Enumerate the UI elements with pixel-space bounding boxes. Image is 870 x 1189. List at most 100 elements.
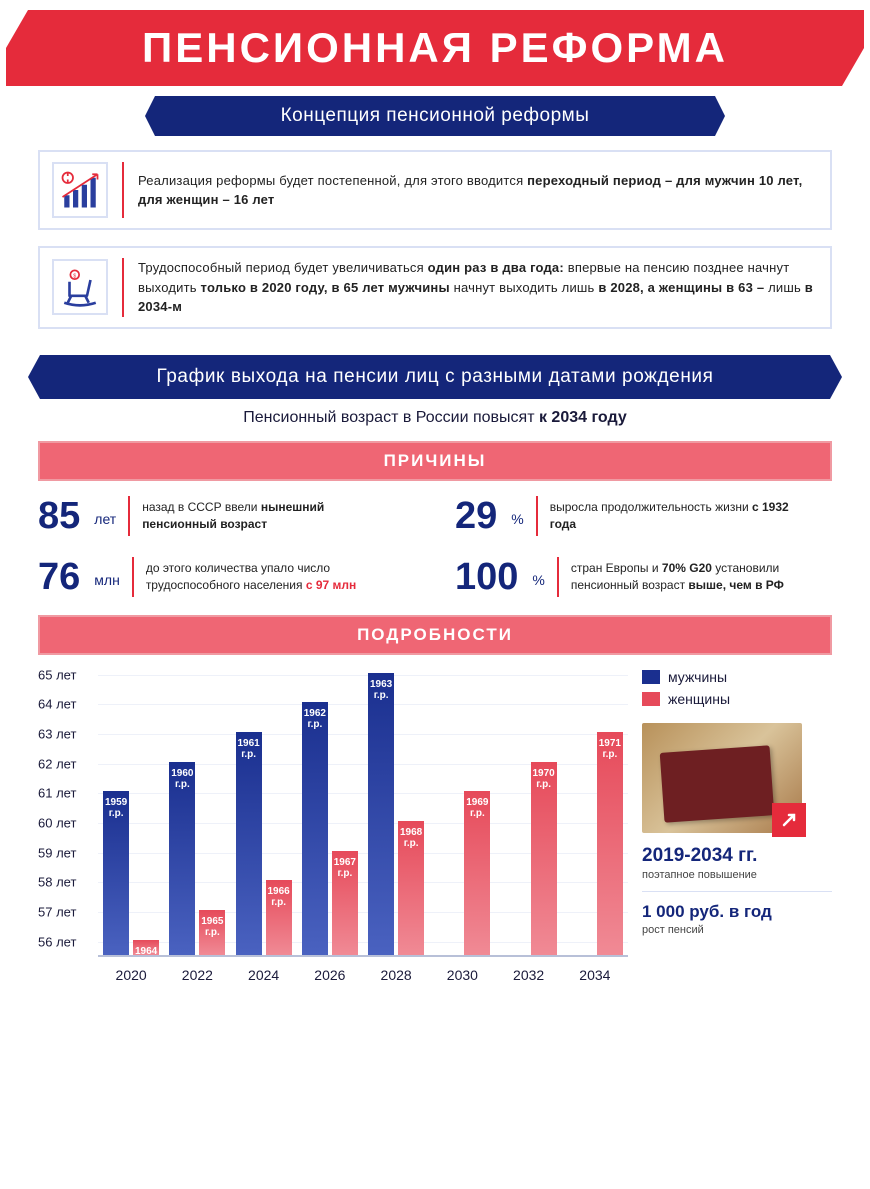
- y-axis-tick: 64 лет: [38, 697, 76, 712]
- sidebar-years: 2019-2034 гг.: [642, 845, 832, 867]
- legend-female: женщины: [642, 691, 832, 707]
- grid-line: [98, 704, 628, 705]
- grid-line: [98, 675, 628, 676]
- section2-caption: Пенсионный возраст в России повысят к 20…: [0, 409, 870, 427]
- stat-number: 29: [455, 495, 497, 538]
- stat-item: 100% стран Европы и 70% G20 установили пе…: [455, 556, 832, 599]
- chart-sidebar: мужчины женщины 2019-2034 гг. поэтапное …: [642, 669, 832, 985]
- bar-label: 1967г.р.: [334, 857, 356, 879]
- info-divider: [122, 258, 124, 317]
- bar-label: 1959г.р.: [105, 797, 127, 819]
- bar-label: 1969г.р.: [466, 797, 488, 819]
- bar-label: 1963г.р.: [370, 679, 392, 701]
- bar-female: 1967г.р.: [332, 851, 358, 955]
- pension-document-image: [642, 723, 802, 833]
- bar-male: 1959г.р.: [103, 791, 129, 954]
- y-axis-tick: 65 лет: [38, 667, 76, 682]
- y-axis-tick: 59 лет: [38, 845, 76, 860]
- sidebar-amount-sub: рост пенсий: [642, 924, 832, 936]
- x-axis-tick: 2032: [513, 967, 544, 983]
- subtitle-band: Концепция пенсионной реформы: [155, 96, 715, 136]
- info-text: Реализация реформы будет постепенной, дл…: [138, 171, 814, 210]
- bar-female: 1965г.р.: [199, 910, 225, 955]
- grid-line: [98, 734, 628, 735]
- bar-male: 1961г.р.: [236, 732, 262, 955]
- info-box-list: Реализация реформы будет постепенной, дл…: [0, 150, 870, 329]
- sidebar-years-sub: поэтапное повышение: [642, 869, 832, 881]
- stat-divider: [132, 557, 134, 597]
- bar-female: 1971г.р.: [597, 732, 623, 955]
- stat-item: 29% выросла продолжительность жизни с 193…: [455, 495, 832, 538]
- arrow-up-icon: [772, 803, 806, 837]
- legend-male: мужчины: [642, 669, 832, 685]
- stat-text: выросла продолжительность жизни с 1932 г…: [550, 499, 790, 534]
- sidebar-amount: 1 000 руб. в год: [642, 902, 832, 922]
- bar-label: 1961г.р.: [238, 738, 260, 760]
- stat-divider: [557, 557, 559, 597]
- x-axis-tick: 2034: [579, 967, 610, 983]
- stat-unit: %: [532, 572, 544, 588]
- reasons-band: ПРИЧИНЫ: [38, 441, 832, 481]
- y-axis-tick: 62 лет: [38, 756, 76, 771]
- svg-text:$: $: [73, 274, 76, 280]
- legend-female-label: женщины: [668, 691, 730, 707]
- bar-label: 1970г.р.: [533, 768, 555, 790]
- bar-female: 1966г.р.: [266, 880, 292, 954]
- details-band: ПОДРОБНОСТИ: [38, 615, 832, 655]
- info-box: $ Трудоспособный период будет увеличивать…: [38, 246, 832, 329]
- stat-divider: [128, 496, 130, 536]
- stat-unit: млн: [94, 572, 120, 588]
- bar-male: 1963г.р.: [368, 673, 394, 955]
- bar-female: 1964г.р.: [133, 940, 159, 955]
- growth-bars-icon: [52, 162, 108, 218]
- x-axis-tick: 2020: [116, 967, 147, 983]
- chart-plot: 1959г.р. 1960г.р. 1961г.р. 1962г.р. 1963г.р.…: [98, 675, 628, 957]
- x-axis-tick: 2024: [248, 967, 279, 983]
- section2-title-text: График выхода на пенсии лиц с разными да…: [156, 366, 713, 388]
- stat-unit: %: [511, 511, 523, 527]
- page-root: ПЕНСИОННАЯ РЕФОРМА Концепция пенсионной …: [0, 10, 870, 985]
- info-text: Трудоспособный период будет увеличиватьс…: [138, 258, 814, 317]
- x-axis-tick: 2030: [447, 967, 478, 983]
- info-box: Реализация реформы будет постепенной, дл…: [38, 150, 832, 230]
- stat-text: назад в СССР ввели нынешний пенсионный в…: [142, 499, 382, 534]
- y-axis-tick: 61 лет: [38, 786, 76, 801]
- legend-male-label: мужчины: [668, 669, 727, 685]
- subtitle-text: Концепция пенсионной реформы: [281, 105, 590, 127]
- swatch-male: [642, 670, 660, 684]
- y-axis-tick: 60 лет: [38, 815, 76, 830]
- bar-label: 1965г.р.: [201, 916, 223, 938]
- stat-number: 100: [455, 556, 518, 599]
- details-band-label: ПОДРОБНОСТИ: [357, 625, 513, 645]
- bar-label: 1962г.р.: [304, 708, 326, 730]
- rocking-chair-icon: $: [52, 259, 108, 315]
- swatch-female: [642, 692, 660, 706]
- x-axis-tick: 2022: [182, 967, 213, 983]
- chart-left: 1959г.р. 1960г.р. 1961г.р. 1962г.р. 1963г.р.…: [38, 669, 628, 985]
- bar-female: 1970г.р.: [531, 762, 557, 955]
- y-axis-tick: 58 лет: [38, 875, 76, 890]
- chart-legend: мужчины женщины: [642, 669, 832, 707]
- bar-male: 1962г.р.: [302, 702, 328, 954]
- bar-label: 1960г.р.: [171, 768, 193, 790]
- reasons-band-label: ПРИЧИНЫ: [384, 451, 487, 471]
- chart-wrap: 1959г.р. 1960г.р. 1961г.р. 1962г.р. 1963г.р.…: [38, 669, 832, 985]
- stat-divider: [536, 496, 538, 536]
- stat-item: 85 лет назад в СССР ввели нынешний пенсион…: [38, 495, 415, 538]
- info-divider: [122, 162, 124, 218]
- stat-item: 76млндо этого количества упало число тру…: [38, 556, 415, 599]
- stat-unit: лет: [94, 511, 116, 527]
- y-axis-tick: 63 лет: [38, 726, 76, 741]
- stats-grid: 85 лет назад в СССР ввели нынешний пенсион…: [38, 495, 832, 599]
- stat-text: до этого количества упало число трудоспо…: [146, 560, 386, 595]
- bar-label: 1971г.р.: [599, 738, 621, 760]
- stat-text: стран Европы и 70% G20 установили пенсио…: [571, 560, 811, 595]
- sidebar-divider: [642, 891, 832, 892]
- bar-female: 1969г.р.: [464, 791, 490, 954]
- x-axis-tick: 2028: [381, 967, 412, 983]
- bar-label: 1966г.р.: [268, 886, 290, 908]
- stat-number: 85: [38, 495, 80, 538]
- bar-male: 1960г.р.: [169, 762, 195, 955]
- retirement-age-chart: 1959г.р. 1960г.р. 1961г.р. 1962г.р. 1963г.р.…: [38, 675, 628, 985]
- page-title: ПЕНСИОННАЯ РЕФОРМА: [142, 24, 728, 72]
